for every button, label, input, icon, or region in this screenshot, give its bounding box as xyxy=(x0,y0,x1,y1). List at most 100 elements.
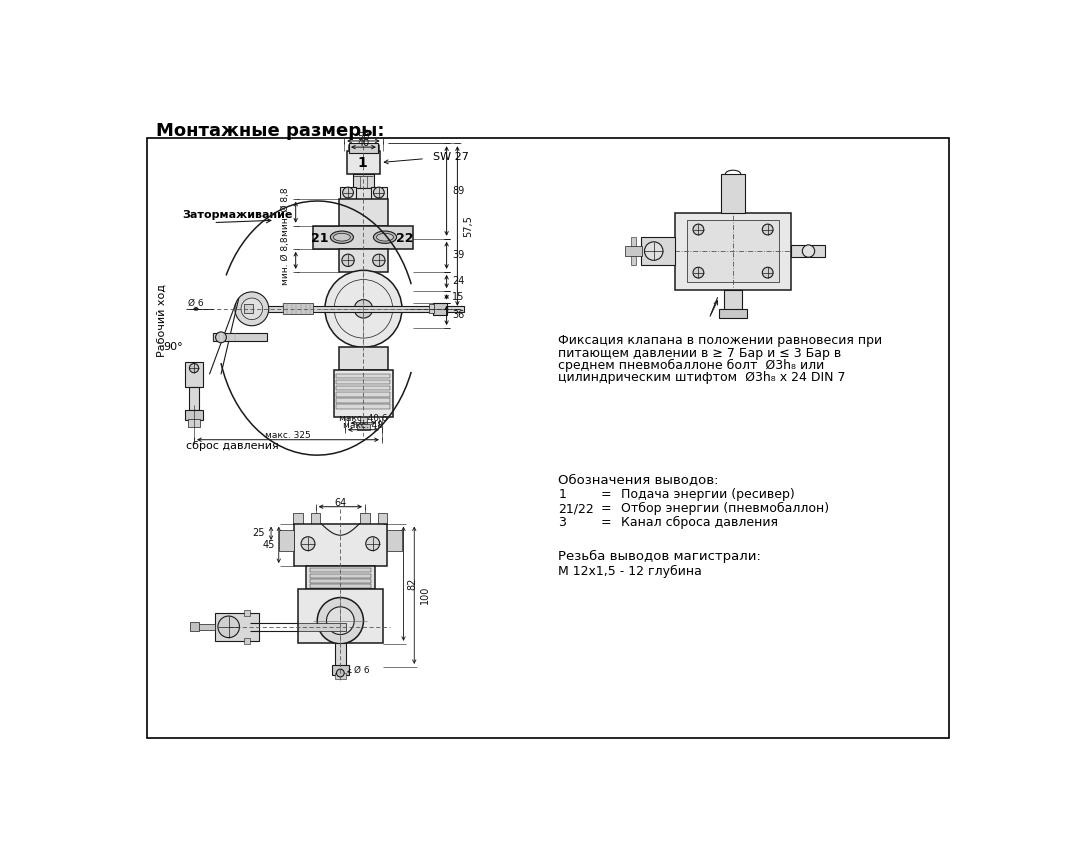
Ellipse shape xyxy=(334,233,351,241)
Circle shape xyxy=(366,537,379,551)
Text: Рабочий ход: Рабочий ход xyxy=(157,284,167,357)
Bar xyxy=(353,174,374,188)
Text: Фиксация клапана в положении равновесия при: Фиксация клапана в положении равновесия … xyxy=(558,334,882,347)
Bar xyxy=(346,151,381,174)
Circle shape xyxy=(337,669,344,677)
Bar xyxy=(337,392,390,397)
Bar xyxy=(313,225,414,249)
Circle shape xyxy=(326,607,354,634)
Bar xyxy=(339,198,388,225)
Bar xyxy=(387,530,402,552)
Circle shape xyxy=(235,292,268,325)
Bar xyxy=(625,246,642,256)
Text: М 12х1,5 - 12 глубина: М 12х1,5 - 12 глубина xyxy=(558,564,702,578)
Text: макс. 40,6: макс. 40,6 xyxy=(339,415,388,423)
Bar xyxy=(360,513,370,524)
Text: мин. Ø 8,8: мин. Ø 8,8 xyxy=(281,236,291,284)
Bar xyxy=(214,334,267,341)
Bar xyxy=(294,524,387,566)
Text: Обозначения выводов:: Обозначения выводов: xyxy=(558,473,718,486)
Circle shape xyxy=(218,616,239,637)
Ellipse shape xyxy=(330,231,354,243)
Bar xyxy=(632,237,636,246)
Text: 25: 25 xyxy=(252,528,265,538)
Text: 1: 1 xyxy=(357,156,367,170)
Circle shape xyxy=(373,188,384,198)
Text: 15: 15 xyxy=(452,292,464,302)
Bar xyxy=(357,425,370,431)
Text: =: = xyxy=(601,502,611,515)
Bar xyxy=(353,188,374,198)
Bar xyxy=(244,304,253,314)
Bar xyxy=(244,610,250,616)
Text: 24: 24 xyxy=(452,277,464,287)
Bar xyxy=(311,513,321,524)
Bar xyxy=(335,643,345,668)
Circle shape xyxy=(762,267,773,278)
Text: среднем пневмобаллоне болт  Ø3h₈ или: среднем пневмобаллоне болт Ø3h₈ или xyxy=(558,359,824,372)
Bar xyxy=(337,373,390,378)
Bar xyxy=(244,637,250,643)
Circle shape xyxy=(693,224,703,235)
Text: цилиндрическим штифтом  Ø3h₈ х 24 DIN 7: цилиндрическим штифтом Ø3h₈ х 24 DIN 7 xyxy=(558,371,846,384)
Bar xyxy=(185,362,203,387)
Circle shape xyxy=(693,267,703,278)
Circle shape xyxy=(189,363,199,373)
Bar xyxy=(189,387,199,410)
Text: 45: 45 xyxy=(263,540,275,550)
Bar xyxy=(640,237,676,265)
Bar xyxy=(724,289,742,313)
Text: макс. 48: макс. 48 xyxy=(343,421,384,431)
Text: 90°: 90° xyxy=(164,342,183,352)
Circle shape xyxy=(317,598,363,643)
Bar xyxy=(337,386,390,390)
Bar xyxy=(632,256,636,265)
Circle shape xyxy=(373,254,385,267)
Bar xyxy=(429,304,434,314)
Text: Монтажные размеры:: Монтажные размеры: xyxy=(156,123,384,140)
Text: 89: 89 xyxy=(452,186,464,196)
Text: Канал сброса давления: Канал сброса давления xyxy=(621,516,778,529)
Text: 39: 39 xyxy=(452,251,464,261)
Bar xyxy=(298,589,383,643)
Circle shape xyxy=(301,537,315,551)
Bar xyxy=(337,405,390,409)
Circle shape xyxy=(645,242,663,261)
Text: Затормаживание: Затормаживание xyxy=(183,210,293,220)
Bar xyxy=(359,416,368,426)
Bar xyxy=(374,188,385,198)
Bar xyxy=(337,379,390,384)
Text: Ø 6: Ø 6 xyxy=(188,299,203,308)
Circle shape xyxy=(354,299,373,318)
Bar xyxy=(339,249,388,272)
Text: макс. 325: макс. 325 xyxy=(265,431,311,441)
Circle shape xyxy=(803,245,815,257)
Bar xyxy=(215,613,260,641)
Text: 1: 1 xyxy=(558,489,567,501)
Text: 82: 82 xyxy=(407,578,417,590)
Text: 64: 64 xyxy=(335,498,346,508)
Text: 50: 50 xyxy=(357,132,370,142)
Bar xyxy=(676,213,791,289)
Bar xyxy=(687,220,779,282)
Bar xyxy=(293,513,303,524)
Bar xyxy=(335,370,392,416)
Bar xyxy=(190,622,200,632)
Bar xyxy=(279,530,294,552)
Circle shape xyxy=(325,270,402,347)
Text: Отбор энергии (пневмобаллон): Отбор энергии (пневмобаллон) xyxy=(621,502,830,516)
Bar xyxy=(339,347,388,370)
Bar xyxy=(337,398,390,403)
Text: 36: 36 xyxy=(452,310,464,320)
Ellipse shape xyxy=(373,231,397,243)
Bar xyxy=(371,188,387,198)
Circle shape xyxy=(241,298,263,320)
Bar xyxy=(378,513,387,524)
Text: 22: 22 xyxy=(396,232,414,246)
Bar xyxy=(310,574,371,578)
Text: 3: 3 xyxy=(558,516,567,529)
Bar xyxy=(310,584,371,589)
Bar xyxy=(335,673,345,680)
Text: =: = xyxy=(601,516,611,529)
Text: Резьба выводов магистрали:: Резьба выводов магистрали: xyxy=(558,550,761,563)
